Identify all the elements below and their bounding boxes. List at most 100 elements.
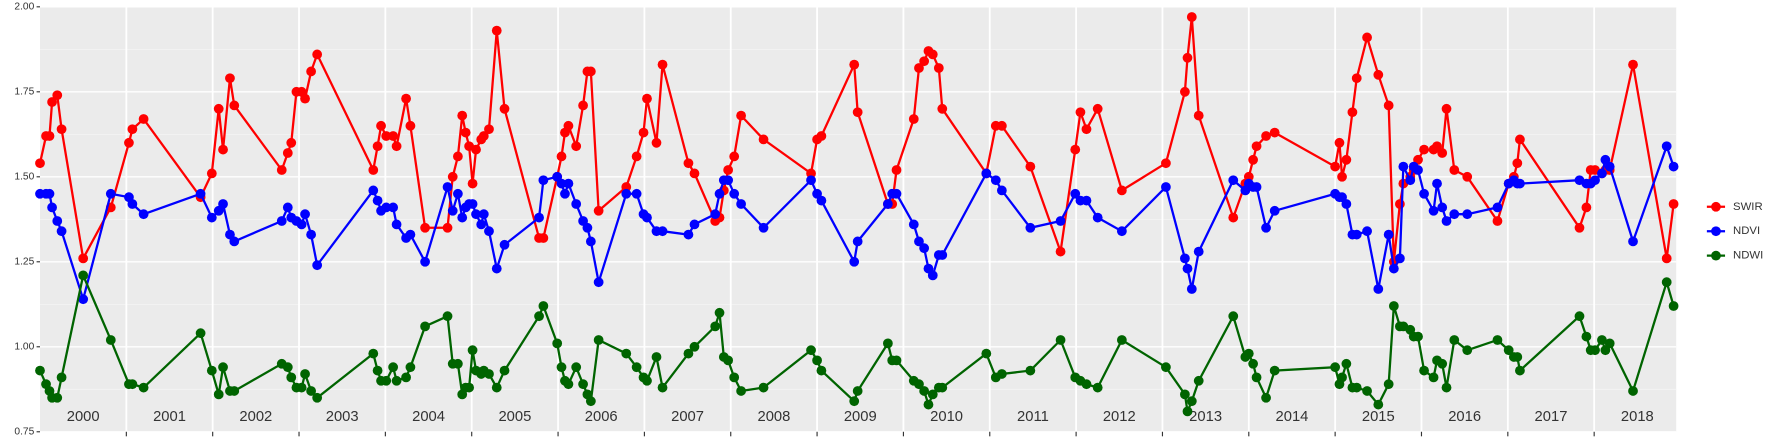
point bbox=[571, 141, 582, 152]
point bbox=[447, 205, 458, 216]
point bbox=[1462, 171, 1473, 182]
point bbox=[491, 263, 502, 274]
point bbox=[368, 165, 379, 175]
point bbox=[806, 345, 816, 356]
point bbox=[388, 202, 399, 213]
point bbox=[723, 165, 734, 175]
point bbox=[1269, 365, 1280, 376]
point bbox=[1248, 154, 1258, 165]
point bbox=[534, 212, 544, 223]
point bbox=[1437, 358, 1448, 369]
point bbox=[195, 328, 206, 339]
point bbox=[306, 386, 316, 396]
point bbox=[420, 222, 430, 233]
point bbox=[996, 369, 1007, 379]
point bbox=[401, 372, 411, 383]
point bbox=[538, 175, 549, 186]
point bbox=[621, 348, 632, 359]
x-tick-label: 2011 bbox=[1017, 409, 1049, 425]
point bbox=[1574, 222, 1585, 233]
point bbox=[812, 355, 822, 366]
point bbox=[538, 233, 549, 243]
point bbox=[1388, 263, 1399, 274]
x-tick-label: 2005 bbox=[498, 409, 531, 425]
point bbox=[1161, 362, 1171, 373]
legend-label: NDWI bbox=[1733, 250, 1763, 262]
point bbox=[1116, 226, 1127, 237]
point bbox=[286, 137, 297, 148]
point bbox=[933, 63, 944, 73]
point bbox=[729, 151, 740, 162]
point bbox=[923, 399, 934, 410]
point bbox=[571, 362, 582, 373]
point bbox=[736, 386, 746, 396]
point bbox=[714, 307, 725, 318]
point bbox=[1668, 301, 1679, 311]
point bbox=[689, 168, 700, 179]
point bbox=[1351, 229, 1362, 240]
point bbox=[372, 365, 383, 376]
point bbox=[1441, 382, 1452, 393]
point bbox=[286, 372, 297, 383]
point bbox=[1351, 73, 1362, 84]
point bbox=[710, 321, 721, 332]
point bbox=[723, 355, 734, 366]
point bbox=[78, 294, 89, 305]
point bbox=[312, 392, 323, 403]
x-tick-label: 2013 bbox=[1189, 409, 1222, 425]
point bbox=[1492, 202, 1503, 213]
point bbox=[852, 107, 863, 118]
point bbox=[1341, 199, 1352, 209]
point bbox=[467, 199, 478, 209]
point bbox=[736, 199, 746, 209]
point bbox=[1081, 124, 1092, 135]
point bbox=[1661, 277, 1672, 288]
point bbox=[1330, 161, 1341, 172]
point bbox=[937, 103, 948, 114]
point bbox=[471, 209, 481, 220]
point bbox=[471, 144, 481, 155]
point bbox=[457, 212, 468, 223]
point bbox=[1251, 372, 1262, 383]
point bbox=[1182, 406, 1193, 417]
point bbox=[1604, 161, 1615, 172]
point bbox=[1180, 253, 1190, 264]
point bbox=[44, 131, 55, 141]
point bbox=[631, 151, 642, 162]
point bbox=[806, 175, 816, 186]
point bbox=[312, 260, 323, 271]
point bbox=[882, 338, 893, 349]
y-tick-label: 0.75 bbox=[14, 426, 34, 437]
point bbox=[138, 382, 149, 393]
point bbox=[1419, 144, 1429, 155]
point bbox=[1334, 137, 1345, 148]
point bbox=[908, 219, 919, 230]
point bbox=[585, 236, 596, 247]
point bbox=[127, 379, 138, 390]
point bbox=[52, 392, 63, 403]
x-tick-label: 2015 bbox=[1362, 409, 1395, 425]
point bbox=[1341, 154, 1352, 165]
point bbox=[1515, 178, 1525, 189]
x-tick-label: 2012 bbox=[1103, 409, 1136, 425]
point bbox=[593, 277, 604, 288]
point bbox=[689, 341, 700, 352]
point bbox=[1581, 331, 1592, 342]
point bbox=[1180, 86, 1190, 97]
x-tick-label: 2000 bbox=[67, 409, 100, 425]
series bbox=[35, 141, 1679, 305]
point bbox=[1186, 284, 1197, 294]
point bbox=[816, 365, 827, 376]
point bbox=[578, 379, 588, 390]
point bbox=[1362, 226, 1372, 237]
point bbox=[582, 222, 593, 233]
point bbox=[1116, 185, 1127, 196]
point bbox=[1116, 335, 1127, 345]
x-tick-label: 2003 bbox=[326, 409, 359, 425]
point bbox=[683, 348, 694, 359]
point bbox=[300, 209, 310, 220]
point bbox=[457, 110, 468, 121]
point bbox=[105, 335, 116, 345]
point bbox=[937, 250, 948, 260]
point bbox=[914, 236, 924, 247]
